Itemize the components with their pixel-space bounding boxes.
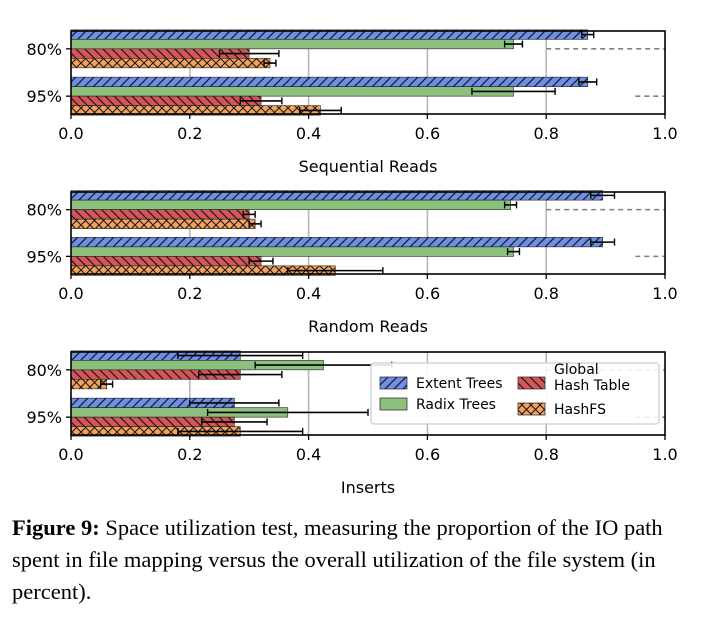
figure-caption: Figure 9: Space utilization test, measur… [12, 512, 702, 608]
bar-hatch-extent-trees [71, 190, 603, 201]
legend-label-radix-trees: Radix Trees [416, 397, 496, 413]
bar-hatch-global-hash-table [71, 369, 241, 380]
legend-swatch-hatch-hashfs [518, 403, 545, 415]
bar-radix-trees [70, 199, 511, 210]
x-tick-label: 0.0 [58, 445, 83, 464]
y-tick-label: 80% [26, 40, 62, 59]
y-tick-label: 80% [26, 361, 62, 380]
x-axis-label: Random Reads [308, 317, 428, 336]
x-tick-label: 0.6 [415, 445, 440, 464]
x-tick-label: 1.0 [652, 284, 677, 303]
legend-box [370, 362, 660, 425]
legend-swatch-radix-trees [379, 397, 408, 411]
x-tick-label: 0.2 [177, 284, 202, 303]
chart-panel-2: 80% 95% 0.0 0.2 0.4 0.6 0.8 1.0 Random Reads [26, 190, 678, 336]
x-axis-label: Sequential Reads [299, 157, 438, 176]
bar-hatch-extent-trees [71, 237, 603, 247]
x-tick-label: 0.0 [58, 124, 83, 143]
bar-hatch-hashfs [71, 426, 241, 437]
figure-charts: 80% 95% 0.0 0.2 0.4 0.6 0.8 1.0 Sequential Reads… [26, 29, 678, 497]
plot-frame [70, 191, 666, 275]
legend-swatch-hatch-global-hash-table [518, 377, 545, 389]
bar-radix-trees [70, 246, 514, 257]
y-tick-label: 95% [26, 87, 62, 106]
bar-hatch-extent-trees [71, 29, 588, 40]
legend-label-line: Hash Table [554, 378, 630, 394]
plot-frame [70, 351, 666, 436]
bar-hatch-extent-trees [71, 77, 588, 87]
x-tick-label: 0.8 [533, 445, 558, 464]
bar-radix-trees [70, 86, 514, 97]
bar-hatch-global-hash-table [71, 96, 262, 106]
bar-hatch-global-hash-table [71, 256, 262, 266]
chart-panel-3: 80% 95% 0.0 0.2 0.4 0.6 0.8 1.0 Inserts [26, 350, 678, 497]
plot-frame [70, 30, 666, 115]
y-tick-label: 80% [26, 201, 62, 220]
x-tick-label: 1.0 [652, 124, 677, 143]
x-tick-label: 0.0 [58, 284, 83, 303]
x-tick-label: 0.2 [177, 445, 202, 464]
legend-label-global-hash-table: Global Hash Table [554, 362, 630, 394]
y-tick-label: 95% [26, 408, 62, 427]
chart-panel-1: 80% 95% 0.0 0.2 0.4 0.6 0.8 1.0 Sequential Reads [26, 29, 678, 176]
bar-hatch-global-hash-table [71, 48, 250, 59]
x-tick-label: 0.6 [415, 284, 440, 303]
bar-hatch-hashfs [71, 265, 336, 276]
x-tick-label: 0.4 [296, 445, 321, 464]
bar-hatch-hashfs [71, 105, 321, 116]
bar-hatch-hashfs [71, 379, 107, 389]
bar-radix-trees [70, 39, 514, 50]
x-tick-label: 1.0 [652, 445, 677, 464]
bar-hatch-extent-trees [71, 350, 241, 361]
legend-swatch-hatch-extent-trees [380, 377, 407, 389]
bar-hatch-hashfs [71, 58, 270, 68]
x-tick-label: 0.4 [296, 284, 321, 303]
bar-hatch-extent-trees [71, 398, 235, 408]
x-axis-label: Inserts [341, 478, 395, 497]
x-tick-label: 0.4 [296, 124, 321, 143]
x-tick-label: 0.8 [533, 124, 558, 143]
legend-label-hashfs: HashFS [554, 402, 606, 418]
x-tick-label: 0.8 [533, 284, 558, 303]
bar-hatch-global-hash-table [71, 209, 250, 220]
x-tick-label: 0.6 [415, 124, 440, 143]
y-tick-label: 95% [26, 247, 62, 266]
caption-label: Figure 9: [12, 515, 100, 540]
x-tick-label: 0.2 [177, 124, 202, 143]
legend-label-extent-trees: Extent Trees [416, 376, 503, 392]
legend-label-line: Global [554, 362, 599, 378]
bar-hatch-hashfs [71, 219, 256, 229]
bar-hatch-global-hash-table [71, 417, 235, 427]
caption-text: Space utilization test, measuring the pr… [12, 515, 663, 604]
